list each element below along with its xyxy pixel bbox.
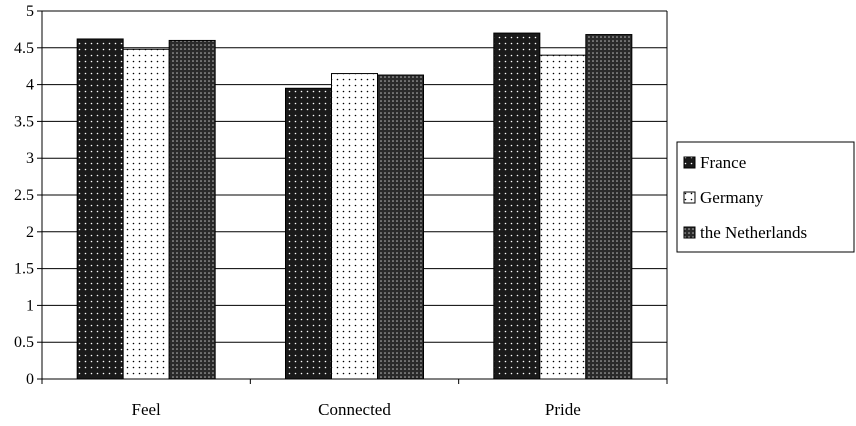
y-tick-label: 0 (26, 371, 34, 388)
y-tick-label: 3.5 (14, 113, 34, 130)
bar-the-netherlands-pride (585, 34, 633, 380)
y-tick-label: 1.5 (14, 261, 34, 278)
legend-swatch-germany (683, 191, 696, 204)
legend-swatch-france (683, 156, 696, 169)
bar-germany-connected (331, 73, 378, 380)
legend: France Germany the Netherlands (676, 141, 855, 253)
x-category-label: Pride (545, 400, 581, 419)
y-tick-label: 4.5 (14, 40, 34, 57)
y-tick-label: 2.5 (14, 187, 34, 204)
bar-the-netherlands-connected (377, 74, 424, 380)
bar-germany-feel (122, 48, 170, 380)
bar-france-feel (76, 38, 124, 380)
bar-the-netherlands-feel (168, 39, 216, 380)
category-labels: Feel Connected Pride (132, 400, 581, 419)
x-category-label: Connected (318, 400, 391, 419)
y-tick-label: 5 (26, 3, 34, 20)
y-tick-label: 0.5 (14, 334, 34, 351)
bar-france-connected (285, 87, 332, 380)
x-category-label: Feel (132, 400, 162, 419)
y-tick-label: 2 (26, 224, 34, 241)
bar-germany-pride (539, 54, 587, 380)
bar-france-pride (493, 32, 541, 380)
axes (37, 10, 668, 384)
y-tick-label: 3 (26, 150, 34, 167)
y-tick-label: 4 (26, 77, 34, 94)
legend-label-netherlands: the Netherlands (700, 223, 807, 242)
legend-swatch-netherlands (683, 226, 696, 239)
legend-box (676, 141, 855, 253)
legend-label-germany: Germany (700, 188, 764, 207)
y-tick-label: 1 (26, 297, 34, 314)
bars (76, 32, 633, 380)
y-tick-labels: 0 0.5 1 1.5 2 2.5 3 3.5 4 4.5 5 (14, 3, 34, 388)
legend-label-france: France (700, 153, 746, 172)
